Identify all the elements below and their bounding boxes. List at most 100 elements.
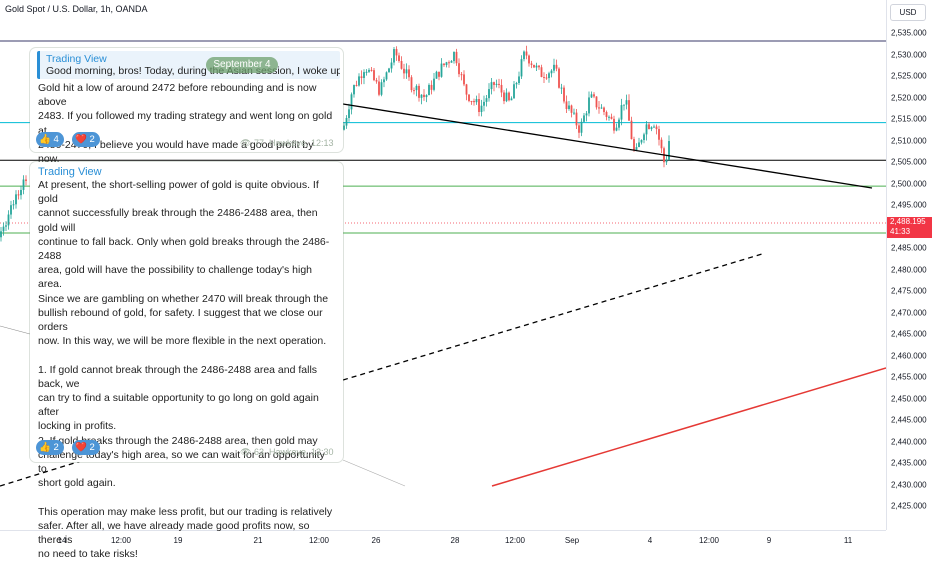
candle-body — [575, 112, 578, 126]
symbol-title[interactable]: Gold Spot / U.S. Dollar, 1h, OANDA — [5, 4, 148, 14]
message-card[interactable]: Trading View At present, the short-selli… — [30, 162, 343, 560]
time-tick-label: 14 — [57, 536, 67, 545]
message-line: bullish rebound of gold, for safety. I s… — [38, 306, 323, 334]
candle-body — [398, 55, 400, 62]
candle-body — [453, 51, 455, 62]
candle-body — [460, 74, 463, 76]
message-line: no need to take risks! — [38, 548, 138, 561]
bar-countdown: 41:33 — [890, 227, 911, 236]
currency-button[interactable]: USD — [890, 4, 926, 21]
message-line: Gold hit a low of around 2472 before reb… — [38, 82, 317, 109]
reaction-thumbs-up[interactable]: 👍 4 — [36, 132, 64, 147]
price-axis[interactable]: 2,535.000 2,530.000 2,525.000 2,520.000 2,51… — [886, 0, 932, 530]
candle-body — [600, 107, 603, 109]
candle-body — [473, 101, 475, 103]
candle-body — [463, 74, 465, 85]
reaction-thumbs-up[interactable]: 👍 2 — [36, 440, 64, 455]
candle-body — [625, 100, 628, 105]
candle-body — [658, 129, 660, 140]
message-line — [38, 348, 335, 362]
candle-body — [665, 159, 668, 163]
message-line: Since we are gambling on whether 2470 wi… — [38, 292, 329, 305]
price-tick-label: 2,430.000 — [891, 480, 927, 489]
time-tick-label: 12:00 — [698, 536, 720, 545]
candle-body — [510, 98, 513, 101]
reaction-heart[interactable]: ❤️ 2 — [72, 132, 100, 147]
candle-body — [503, 92, 505, 102]
candle-body — [480, 105, 483, 113]
candle-body — [578, 125, 580, 133]
candle-body — [640, 140, 643, 143]
price-tick-label: 2,455.000 — [891, 372, 927, 382]
candle-body — [490, 82, 493, 90]
candle-body — [535, 65, 538, 68]
candle-body — [2, 226, 5, 232]
candle-body — [12, 204, 15, 206]
candle-body — [15, 194, 17, 205]
candle-body — [360, 76, 363, 79]
price-tick-label: 2,440.000 — [891, 437, 927, 446]
message-card[interactable]: Trading View Good morning, bros! Today, … — [30, 48, 343, 165]
dashed-support-line — [342, 253, 763, 381]
price-tick-label: 2,485.000 — [891, 243, 927, 253]
candle-body — [543, 76, 545, 78]
message-meta: 👁 63 Hawkeye, 12:30 — [240, 447, 334, 458]
candle-body — [565, 101, 568, 109]
candle-body — [573, 112, 575, 114]
message-line: cannot successfully break through the 24… — [38, 207, 318, 234]
price-tick-label: 2,465.000 — [891, 329, 927, 339]
candle-body — [435, 71, 438, 79]
candle-body — [438, 71, 440, 77]
reaction-heart[interactable]: ❤️ 2 — [72, 440, 100, 455]
candle-body — [498, 83, 500, 85]
message-line: locking in profits. — [38, 420, 117, 433]
ascending-red-trendline — [491, 367, 886, 487]
price-tick-label: 2,480.000 — [891, 265, 927, 274]
candle-body — [343, 125, 345, 130]
time-tick-label: 9 — [766, 536, 772, 545]
time-axis[interactable]: 14 12:00 19 21 12:00 26 28 12:00 Sep 4 12:00 9 11 — [0, 530, 886, 551]
time-tick-label: 11 — [843, 536, 853, 545]
candle-body — [403, 68, 405, 74]
candle-body — [568, 105, 570, 109]
message-line: continue to fall back. Only when gold br… — [38, 235, 330, 263]
candle-body — [0, 231, 2, 238]
candle-body — [388, 68, 390, 73]
candle-body — [570, 105, 573, 113]
candle-body — [470, 101, 473, 103]
reply-text: Good morning, bros! Today, during the As… — [46, 65, 340, 77]
candle-body — [645, 124, 648, 135]
price-tick-label: 2,530.000 — [891, 50, 927, 59]
reply-quote[interactable]: Trading View Good morning, bros! Today, … — [37, 51, 340, 79]
candle-body — [25, 179, 27, 181]
candle-body — [643, 134, 645, 141]
candle-body — [620, 105, 623, 120]
price-tick-label: 2,515.000 — [891, 114, 927, 124]
time-tick-label: 19 — [173, 536, 183, 545]
candle-body — [530, 63, 533, 65]
candle-body — [373, 70, 375, 81]
candle-body — [560, 87, 563, 89]
candle-body — [433, 78, 435, 90]
eye-icon: 👁 — [240, 447, 252, 457]
last-price-tag: 2,488.195 41:33 — [887, 217, 932, 238]
view-count: 77 — [253, 138, 264, 148]
candle-body — [655, 126, 658, 130]
candle-body — [348, 109, 350, 119]
candle-body — [585, 113, 588, 116]
candle-body — [505, 92, 508, 102]
time-tick-label: 12:00 — [504, 536, 526, 545]
message-line: At present, the short-selling power of g… — [38, 179, 319, 206]
candle-body — [488, 89, 490, 99]
descending-trendline — [342, 103, 873, 189]
time-tick-label: Sep — [564, 536, 580, 545]
candle-body — [500, 84, 503, 93]
message-sender: Trading View — [38, 166, 102, 178]
candle-body — [423, 94, 425, 98]
candle-body — [353, 85, 355, 95]
message-line: can try to find a suitable opportunity t… — [38, 392, 319, 419]
candle-body — [493, 82, 495, 85]
candle-body — [520, 59, 523, 77]
candle-body — [415, 85, 418, 91]
candle-body — [370, 69, 373, 71]
